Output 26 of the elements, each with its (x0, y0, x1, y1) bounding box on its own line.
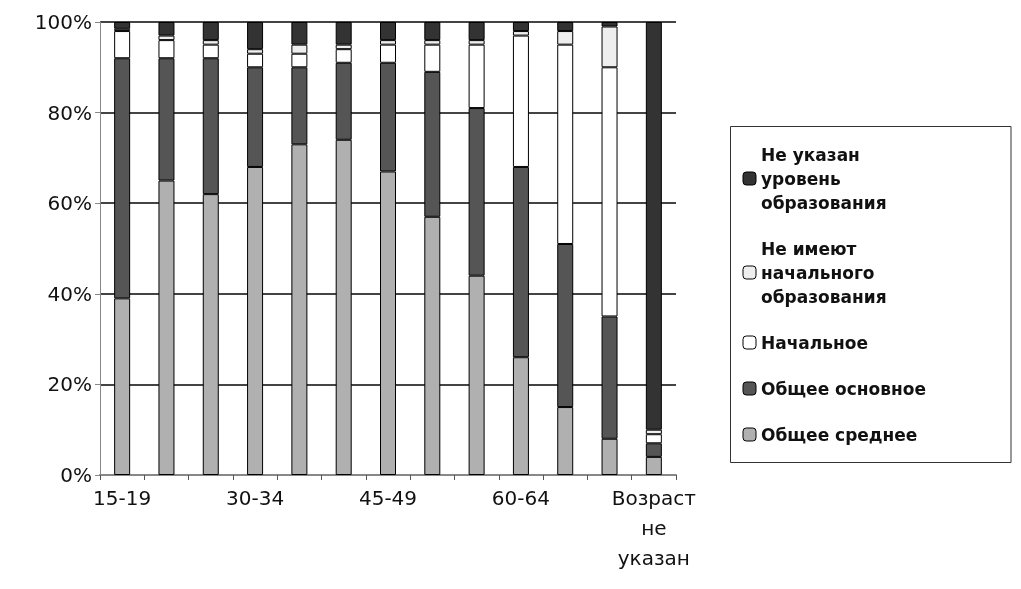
x-tick-label: Возраст не указан (611, 486, 697, 570)
bar (424, 22, 441, 41)
x-tick-label: 60-64 (491, 486, 550, 510)
y-tick-label: 20% (47, 372, 92, 397)
bar (158, 22, 175, 36)
y-tick-label: 100% (34, 10, 92, 34)
legend-label: Не указан уровень образования (761, 144, 887, 213)
x-tick-label: 45-49 (358, 486, 418, 510)
bar (380, 22, 396, 41)
legend-label: Начальное (761, 332, 868, 353)
bar (114, 22, 131, 29)
y-tick-label: 60% (47, 191, 92, 216)
legend-label: Общее основное (761, 378, 926, 399)
bar (512, 22, 529, 32)
bar (202, 22, 219, 41)
bar (247, 22, 264, 50)
y-tick-label: 80% (47, 100, 92, 125)
legend-label: Общее среднее (761, 424, 918, 445)
bar (645, 22, 662, 430)
x-tick-label: 15-19 (93, 486, 152, 510)
bar (468, 22, 485, 41)
bar (335, 22, 352, 45)
legend-label: Не имеют начального образования (761, 238, 887, 307)
y-tick-label: 0% (60, 463, 92, 487)
y-tick-label: 40% (47, 281, 92, 306)
x-tick-label: 30-34 (226, 486, 285, 510)
